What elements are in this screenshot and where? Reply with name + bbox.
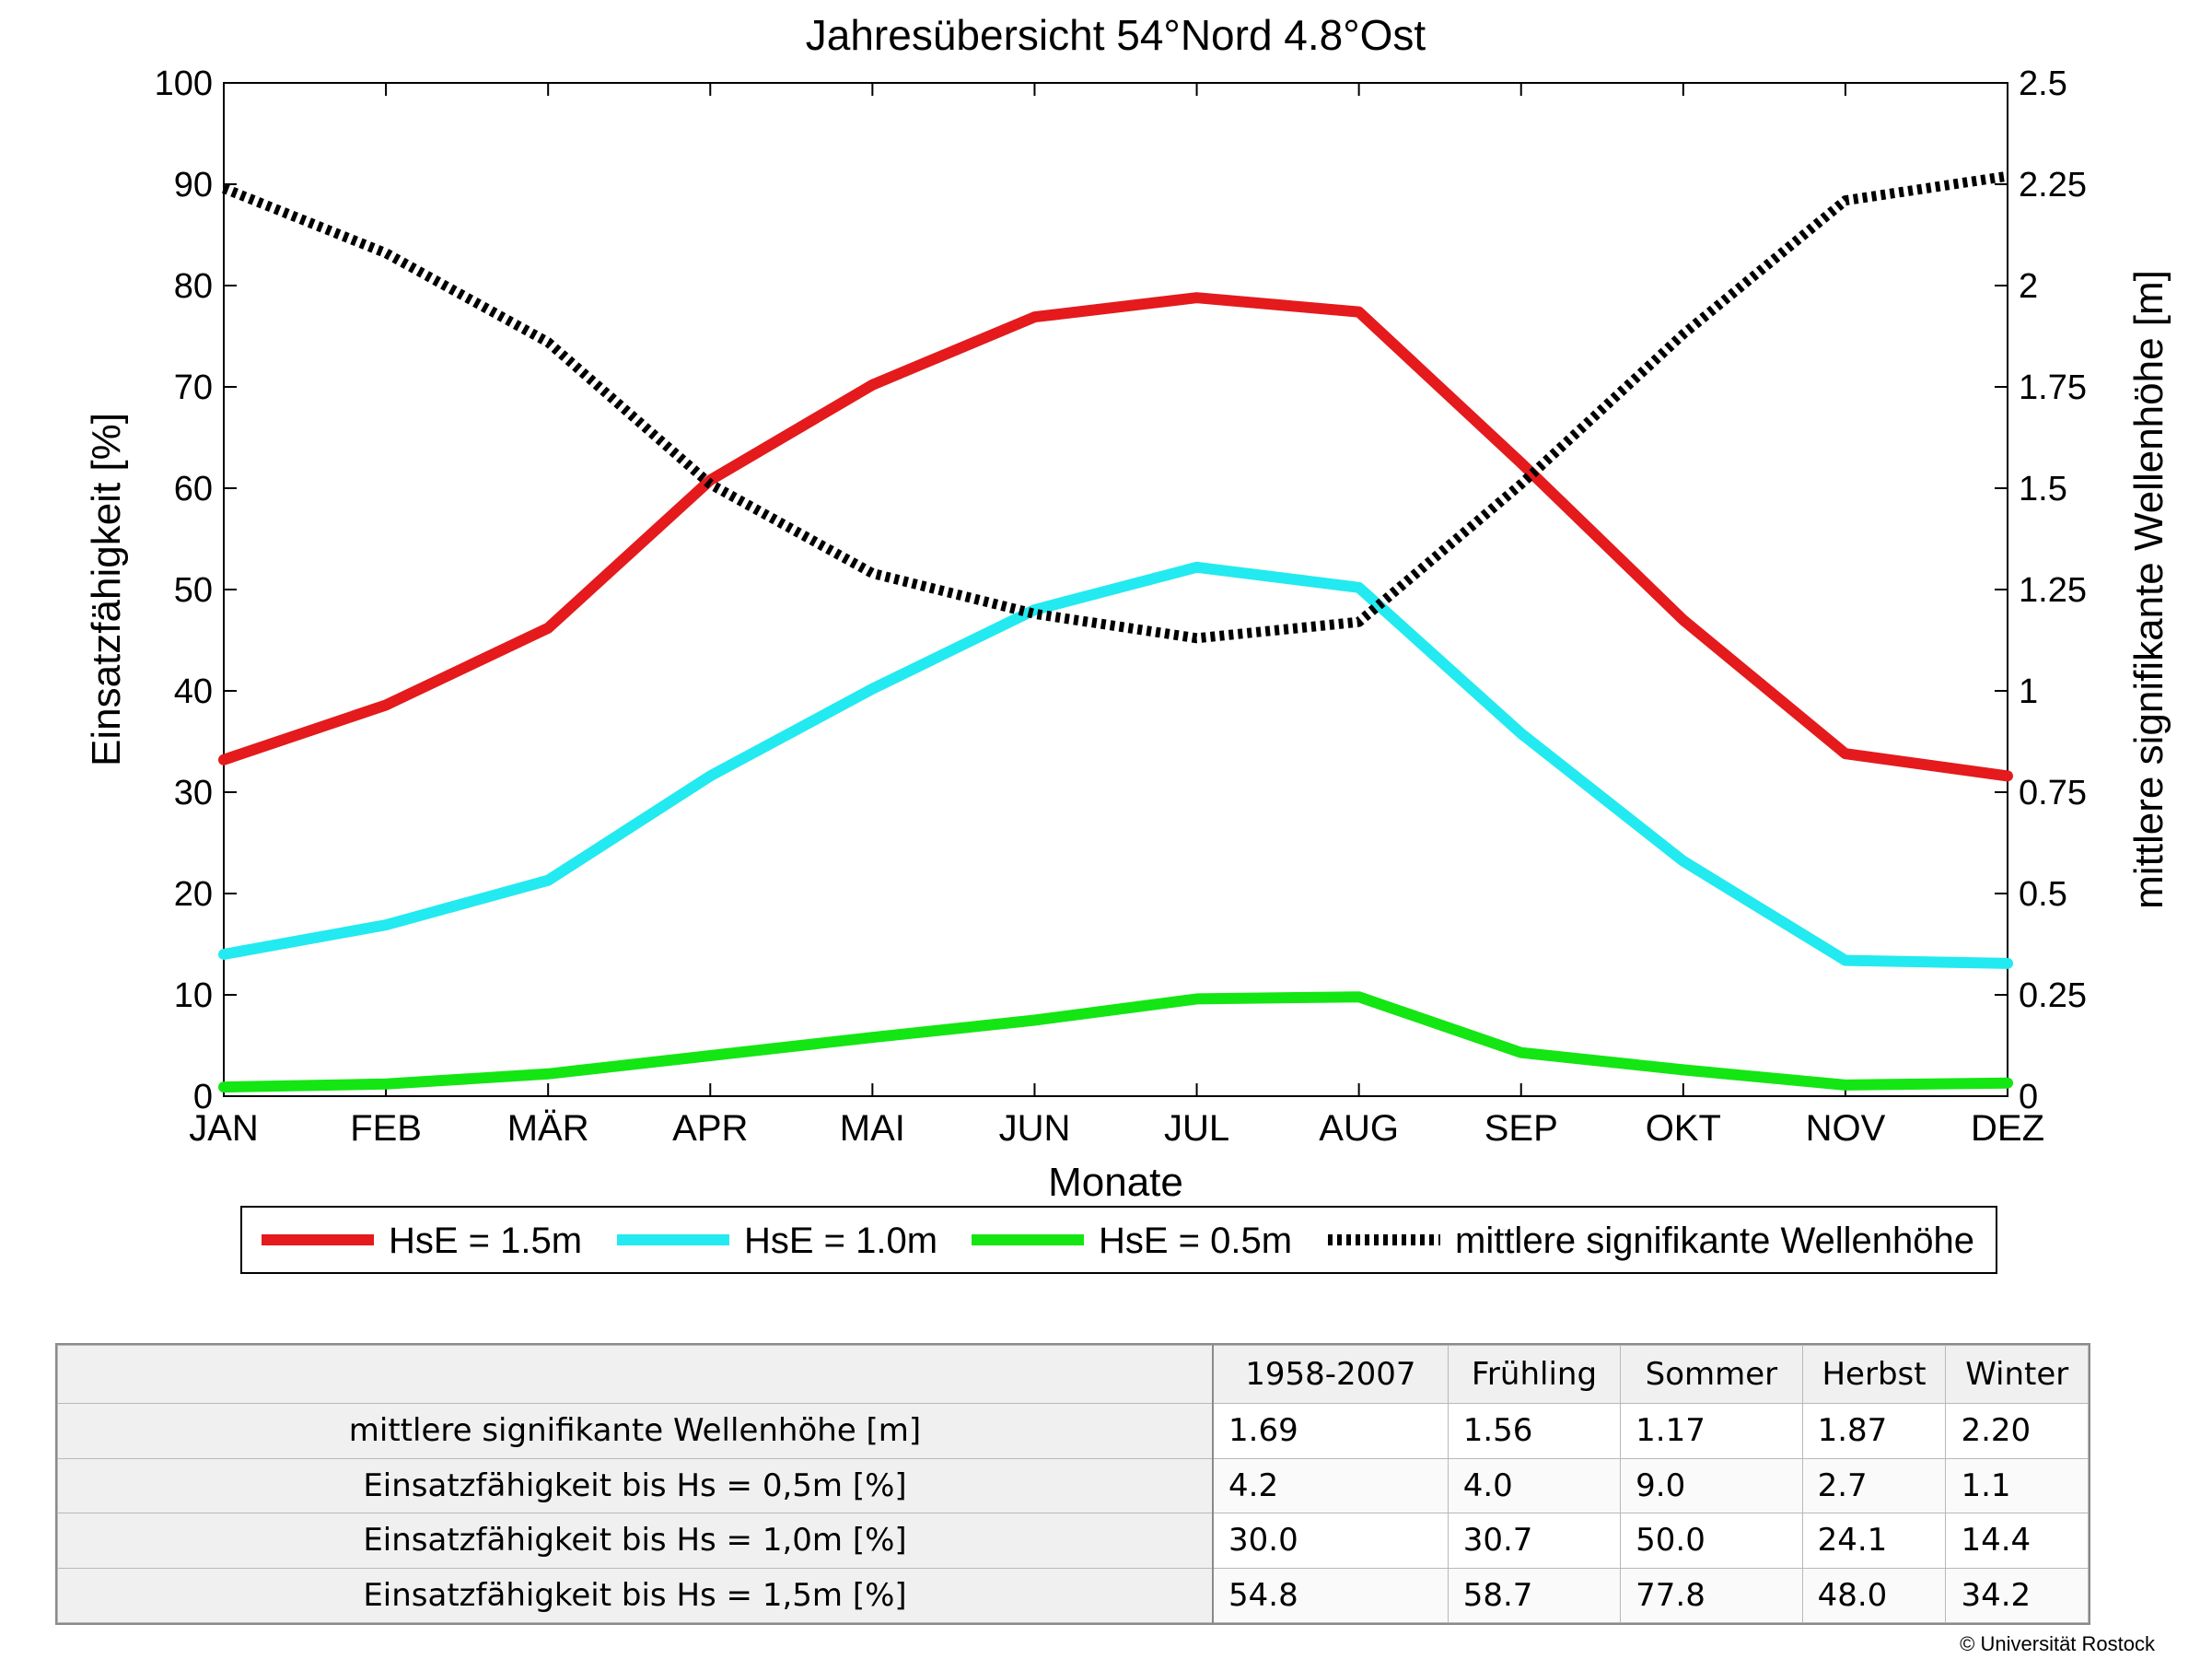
header-summer: Sommer xyxy=(1620,1345,1803,1404)
table-cell: 30.0 xyxy=(1212,1513,1449,1569)
y-tick-label: 40 xyxy=(174,672,213,711)
legend-box xyxy=(240,1206,1997,1274)
table-cell: 77.8 xyxy=(1620,1567,1803,1623)
table-cell: 4.2 xyxy=(1212,1457,1449,1513)
y-tick-label: 10 xyxy=(174,976,213,1015)
x-tick-label: SEP xyxy=(1484,1108,1558,1149)
table-cell: 24.1 xyxy=(1801,1513,1947,1569)
legend-label-1: HsE = 1.5m xyxy=(389,1221,582,1261)
table-cell: 1.56 xyxy=(1447,1403,1622,1459)
table-cell: 1.87 xyxy=(1801,1403,1947,1459)
y2-tick-label: 2.5 xyxy=(2019,64,2067,103)
summary-table: 1958-2007 Frühling Sommer Herbst Winter … xyxy=(55,1343,2090,1625)
row-label: Einsatzfähigkeit bis Hs = 0,5m [%] xyxy=(57,1457,1214,1513)
y2-tick-label: 0.5 xyxy=(2019,875,2067,914)
y-tick-label: 0 xyxy=(193,1078,213,1116)
legend-label-2: HsE = 1.0m xyxy=(744,1221,937,1261)
y-tick-label: 100 xyxy=(155,64,213,103)
y-axis-label: Einsatzfähigkeit [%] xyxy=(84,413,129,766)
y-tick-label: 90 xyxy=(174,166,213,204)
table-cell: 14.4 xyxy=(1945,1513,2089,1569)
y2-tick-label: 0.25 xyxy=(2019,976,2087,1015)
x-tick-label: AUG xyxy=(1319,1108,1399,1149)
x-tick-label: MAI xyxy=(840,1108,905,1149)
table-cell: 30.7 xyxy=(1447,1513,1622,1569)
series-line-4 xyxy=(221,170,2008,644)
x-tick-label: DEZ xyxy=(1971,1108,2044,1149)
x-tick-label: MÄR xyxy=(507,1108,589,1149)
series-line-3 xyxy=(218,991,2013,1093)
table-row: Einsatzfähigkeit bis Hs = 1,5m [%] 54.8 … xyxy=(57,1567,2089,1623)
table-row: Einsatzfähigkeit bis Hs = 1,0m [%] 30.0 … xyxy=(57,1513,2089,1569)
table-cell: 1.1 xyxy=(1945,1457,2089,1513)
y2-tick-label: 1.25 xyxy=(2019,571,2087,610)
row-label: Einsatzfähigkeit bis Hs = 1,0m [%] xyxy=(57,1513,1214,1569)
table-cell: 50.0 xyxy=(1620,1513,1803,1569)
header-autumn: Herbst xyxy=(1801,1345,1947,1404)
header-winter: Winter xyxy=(1945,1345,2089,1404)
y-tick-label: 50 xyxy=(174,571,213,610)
x-tick-label: JAN xyxy=(189,1108,259,1149)
row-label: Einsatzfähigkeit bis Hs = 1,5m [%] xyxy=(57,1567,1214,1623)
series-line-1 xyxy=(218,292,2013,782)
table-cell: 2.20 xyxy=(1945,1403,2089,1459)
y2-tick-label: 2 xyxy=(2019,267,2038,306)
table-cell: 54.8 xyxy=(1212,1567,1449,1623)
legend-label-4: mittlere signifikante Wellenhöhe xyxy=(1455,1221,1974,1261)
table-cell: 34.2 xyxy=(1945,1567,2089,1623)
table-cell: 2.7 xyxy=(1801,1457,1947,1513)
table-cell: 1.69 xyxy=(1212,1403,1449,1459)
y2-tick-label: 0.75 xyxy=(2019,774,2087,812)
copyright-credit: © Universität Rostock xyxy=(1960,1632,2155,1655)
x-tick-label: FEB xyxy=(350,1108,422,1149)
y-tick-label: 20 xyxy=(174,875,213,914)
header-spring: Frühling xyxy=(1447,1345,1622,1404)
y2-tick-label: 1 xyxy=(2019,672,2038,711)
table-cell: 1.17 xyxy=(1620,1403,1803,1459)
y-tick-label: 70 xyxy=(174,368,213,407)
header-period: 1958-2007 xyxy=(1212,1345,1449,1404)
x-tick-label: JUL xyxy=(1164,1108,1229,1149)
y2-tick-label: 1.5 xyxy=(2019,470,2067,508)
x-tick-label: NOV xyxy=(1806,1108,1886,1149)
table-cell: 58.7 xyxy=(1447,1567,1622,1623)
table-header-row: 1958-2007 Frühling Sommer Herbst Winter xyxy=(57,1345,2089,1404)
table-cell: 48.0 xyxy=(1801,1567,1947,1623)
x-tick-label: OKT xyxy=(1646,1108,1721,1149)
y2-tick-label: 1.75 xyxy=(2019,368,2087,407)
legend-label-3: HsE = 0.5m xyxy=(1099,1221,1292,1261)
y-tick-label: 60 xyxy=(174,470,213,508)
table-cell: 9.0 xyxy=(1620,1457,1803,1513)
chart-title: Jahresübersicht 54°Nord 4.8°Ost xyxy=(806,11,1426,59)
table-cell: 4.0 xyxy=(1447,1457,1622,1513)
table-row: Einsatzfähigkeit bis Hs = 0,5m [%] 4.2 4… xyxy=(57,1457,2089,1513)
table-corner xyxy=(57,1345,1214,1404)
y2-tick-label: 2.25 xyxy=(2019,166,2087,204)
series-line-2 xyxy=(218,561,2013,969)
x-tick-label: APR xyxy=(672,1108,748,1149)
y-tick-label: 80 xyxy=(174,267,213,306)
y2-axis-label: mittlere signifikante Wellenhöhe [m] xyxy=(2126,270,2171,909)
row-label: mittlere signifikante Wellenhöhe [m] xyxy=(57,1403,1214,1459)
table-row: mittlere signifikante Wellenhöhe [m] 1.6… xyxy=(57,1403,2089,1459)
y-tick-label: 30 xyxy=(174,774,213,812)
wave-chart: 0 10 20 30 40 50 60 70 80 90 100 0 0.25 0.5 0.75 1 1.25 1… xyxy=(84,11,2171,1274)
y2-tick-label: 0 xyxy=(2019,1078,2038,1116)
x-axis-label: Monate xyxy=(1048,1160,1183,1205)
x-tick-label: JUN xyxy=(999,1108,1071,1149)
